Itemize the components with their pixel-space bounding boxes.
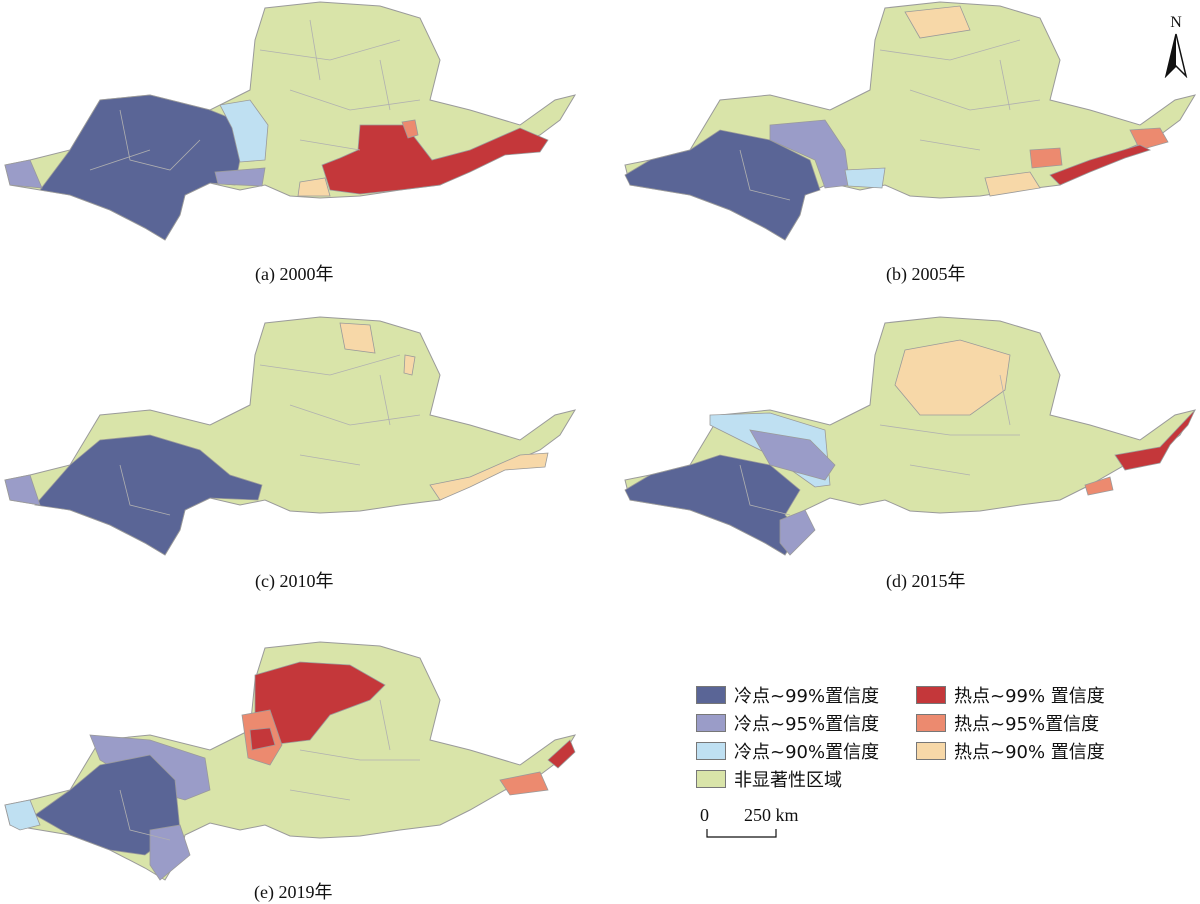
cold95-region: [749, 429, 836, 481]
cold99-region: [39, 94, 241, 241]
hot90-region: [429, 452, 549, 501]
hot99-region: [321, 124, 549, 195]
county-borders: [89, 19, 421, 171]
map-panel-2015: (d) 2015年: [620, 315, 1200, 591]
hot95-region: [1129, 127, 1169, 151]
basin-outline: [624, 1, 1197, 241]
legend-swatch-cold95: [696, 714, 726, 732]
legend-item: 热点~90% 置信度: [916, 738, 1105, 764]
legend-swatch-ns: [696, 770, 726, 788]
map-panel-2010: (c) 2010年: [0, 315, 600, 591]
map-2000: [4, 1, 577, 241]
county-borders: [739, 39, 1041, 201]
legend-label: 冷点~90%置信度: [734, 742, 880, 763]
legend-swatch-cold90: [696, 742, 726, 760]
map-line: [119, 354, 421, 516]
cold95-region: [779, 509, 816, 556]
hot95-region: [1029, 147, 1063, 169]
cold90-region: [844, 167, 886, 189]
cold90-region: [4, 799, 41, 831]
scale-zero: 0: [700, 805, 709, 825]
legend-label: 冷点~95%置信度: [734, 714, 880, 735]
legend-item: 冷点~90%置信度: [696, 738, 879, 764]
cold99-region: [624, 454, 801, 556]
cold95-region: [4, 159, 43, 189]
north-arrow-icon: [1164, 33, 1188, 79]
legend-item: 冷点~99%置信度: [696, 682, 879, 708]
hot99-region: [1114, 409, 1196, 471]
map-line: [89, 19, 421, 171]
map-2015: [624, 316, 1197, 556]
legend-item: 热点~95%置信度: [916, 710, 1099, 736]
legend-label: 冷点~99%置信度: [734, 686, 880, 707]
map-line: [1166, 34, 1176, 76]
cold95-region: [769, 119, 851, 189]
hot95-region: [1084, 476, 1114, 496]
legend-item: 热点~99% 置信度: [916, 682, 1105, 708]
county-borders: [119, 354, 421, 516]
cold99-region: [34, 434, 263, 556]
hot99-region: [547, 739, 576, 769]
map-panel-2019: (e) 2019年: [0, 640, 600, 902]
north-arrow: N: [1162, 14, 1190, 83]
hot90-region: [904, 5, 971, 39]
legend-item: 冷点~95%置信度: [696, 710, 879, 736]
scale-distance: 250 km: [744, 805, 799, 825]
basin-outline: [4, 316, 577, 556]
map-2010: [4, 316, 577, 556]
hot95-region: [401, 119, 419, 139]
county-borders: [739, 374, 1020, 516]
map-2019: [4, 641, 577, 881]
cold95-region: [214, 167, 266, 187]
map-line: [739, 39, 1041, 201]
map-line: [119, 699, 420, 841]
caption-2010: (c) 2010年: [255, 571, 334, 591]
hot90-region: [297, 177, 331, 197]
caption-2015: (d) 2015年: [886, 571, 966, 591]
cold95-region: [4, 474, 41, 506]
caption-2000: (a) 2000年: [255, 264, 334, 284]
hot99-region: [1049, 144, 1152, 186]
legend-swatch-hot90: [916, 742, 946, 760]
map-line: [706, 829, 777, 838]
hot95-region: [499, 771, 549, 796]
legend-label: 热点~99% 置信度: [954, 686, 1105, 707]
legend-swatch-cold99: [696, 686, 726, 704]
cold90-region: [219, 99, 269, 163]
scale-line: [706, 829, 777, 838]
hot90-region: [339, 322, 376, 354]
legend-label: 热点~95%置信度: [954, 714, 1100, 735]
caption-2019: (e) 2019年: [254, 882, 333, 902]
map-panel-2000: (a) 2000年: [0, 0, 600, 284]
hot90-region: [894, 339, 1011, 416]
map-panel-2005: (b) 2005年: [620, 0, 1200, 284]
map-2005: [624, 1, 1197, 241]
legend-item: 非显著性区域: [696, 766, 842, 792]
caption-2005: (b) 2005年: [886, 264, 966, 284]
hot99-region: [249, 727, 276, 751]
legend-swatch-hot99: [916, 686, 946, 704]
cold95-region: [149, 824, 191, 881]
legend-swatch-hot95: [916, 714, 946, 732]
county-borders: [119, 699, 420, 841]
hot90-region: [984, 171, 1041, 197]
legend-label: 非显著性区域: [734, 770, 842, 791]
north-label: N: [1170, 14, 1182, 31]
cold99-region: [624, 129, 821, 241]
map-line: [739, 374, 1020, 516]
legend-label: 热点~90% 置信度: [954, 742, 1105, 763]
hot90-region: [403, 354, 416, 376]
